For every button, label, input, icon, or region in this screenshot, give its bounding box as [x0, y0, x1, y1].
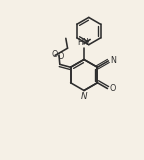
Text: N: N: [81, 92, 87, 100]
Text: N: N: [110, 56, 116, 65]
Text: HN: HN: [77, 38, 89, 47]
Text: O: O: [58, 52, 64, 61]
Text: O: O: [51, 50, 57, 59]
Text: O: O: [109, 84, 116, 93]
